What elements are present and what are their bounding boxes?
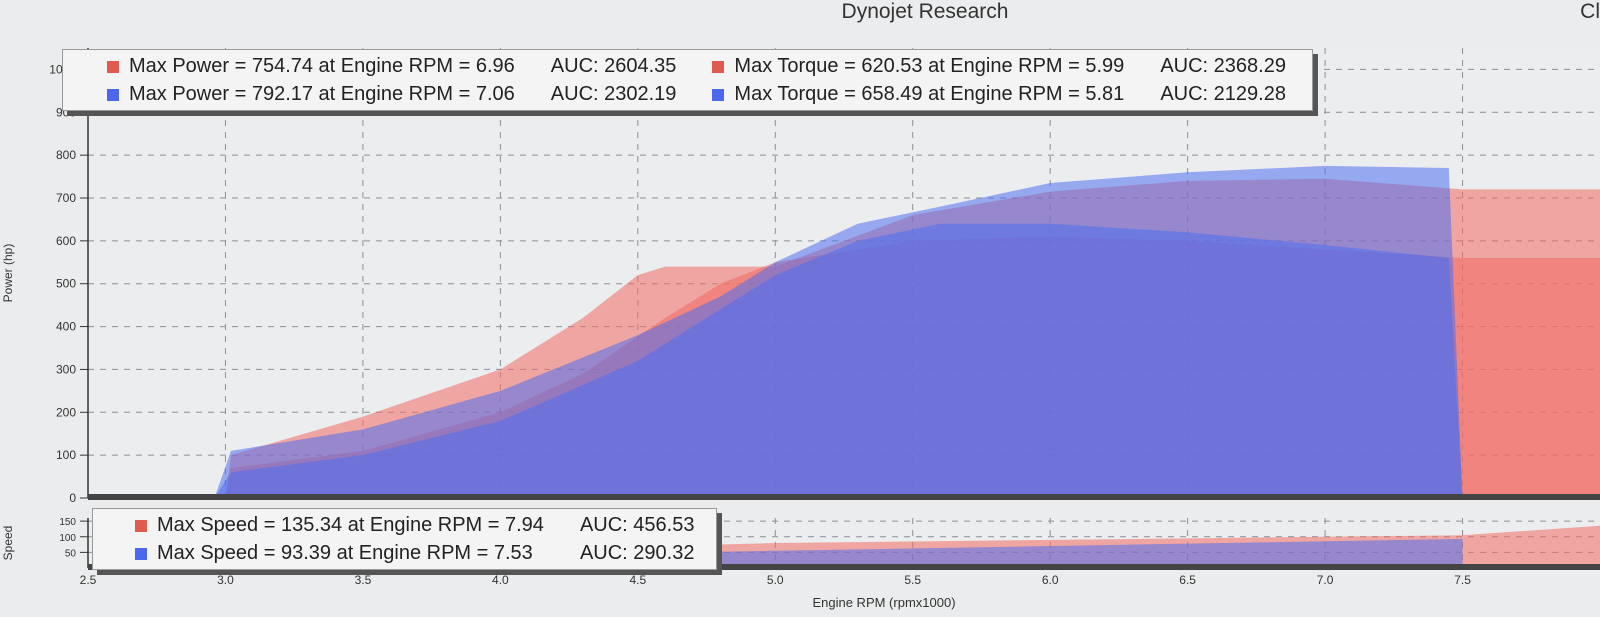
power-ytick-label: 100 — [56, 448, 76, 462]
power-ytick-label: 0 — [69, 491, 76, 505]
legend-swatch-run2 — [107, 88, 119, 101]
title-overflow-text: Cl — [1580, 0, 1600, 23]
x-tick-label: 3.0 — [217, 573, 234, 587]
legend-torque-auc-run2: AUC: 2129.28 — [1160, 83, 1286, 105]
x-tick-label: 4.0 — [492, 573, 509, 587]
power-x-axis — [88, 494, 1600, 500]
power-ytick-label: 500 — [56, 277, 76, 291]
legend-swatch-torque-run2 — [712, 88, 725, 101]
legend-torque-run1: Max Torque = 620.53 at Engine RPM = 5.99 — [734, 55, 1125, 77]
power-ytick-label: 400 — [56, 320, 76, 334]
legend-torque-auc-run1: AUC: 2368.29 — [1160, 55, 1286, 77]
speed-ylabel: Speed — [1, 526, 15, 561]
speed-swatch-run2 — [135, 547, 147, 560]
speed-ytick-label: 100 — [59, 533, 76, 544]
x-tick-label: 7.5 — [1454, 573, 1471, 587]
speed-auc-run2: AUC: 290.32 — [579, 542, 695, 564]
power-area-3 — [214, 223, 1463, 498]
legend-row-run1: Max Power = 754.74 at Engine RPM = 6.96 … — [105, 52, 1294, 80]
power-ylabel: Power (hp) — [1, 244, 15, 303]
speed-x-axis — [88, 564, 1600, 570]
x-tick-label: 4.5 — [629, 573, 646, 587]
legend-torque-run2: Max Torque = 658.49 at Engine RPM = 5.81 — [734, 83, 1125, 105]
power-ytick-label: 700 — [56, 191, 76, 205]
power-ytick-label: 600 — [56, 234, 76, 248]
speed-auc-run1: AUC: 456.53 — [579, 514, 695, 536]
speed-legend-run1: Max Speed = 135.34 at Engine RPM = 7.94 — [157, 514, 544, 536]
power-ytick-label: 800 — [56, 148, 76, 162]
speed-legend-row-run1: Max Speed = 135.34 at Engine RPM = 7.94 … — [133, 511, 702, 539]
speed-legend-row-run2: Max Speed = 93.39 at Engine RPM = 7.53 A… — [133, 539, 702, 567]
legend-swatch-run1 — [107, 60, 119, 73]
speed-legend: Max Speed = 135.34 at Engine RPM = 7.94 … — [92, 508, 718, 570]
speed-swatch-run1 — [135, 519, 147, 532]
speed-ytick-label: 50 — [65, 548, 77, 559]
speed-ytick-label: 150 — [59, 517, 76, 528]
x-tick-label: 7.0 — [1317, 573, 1334, 587]
x-axis-label: Engine RPM (rpmx1000) — [812, 595, 955, 610]
power-ytick-label: 300 — [56, 362, 76, 376]
x-tick-label: 5.5 — [904, 573, 921, 587]
legend-power-auc-run2: AUC: 2302.19 — [550, 83, 677, 105]
speed-legend-run2: Max Speed = 93.39 at Engine RPM = 7.53 — [157, 542, 533, 564]
page-title: Dynojet Research — [841, 0, 1009, 23]
x-tick-label: 3.5 — [355, 573, 372, 587]
legend-row-run2: Max Power = 792.17 at Engine RPM = 7.06 … — [105, 80, 1294, 108]
legend-swatch-torque-run1 — [712, 60, 725, 73]
x-tick-label: 6.5 — [1179, 573, 1196, 587]
x-tick-label: 2.5 — [80, 573, 97, 587]
legend-power-auc-run1: AUC: 2604.35 — [550, 55, 677, 77]
legend-power-run2: Max Power = 792.17 at Engine RPM = 7.06 — [129, 83, 515, 105]
x-tick-label: 5.0 — [767, 573, 784, 587]
legend-power-run1: Max Power = 754.74 at Engine RPM = 6.96 — [129, 55, 515, 77]
power-ytick-label: 200 — [56, 405, 76, 419]
power-legend: Max Power = 754.74 at Engine RPM = 6.96 … — [62, 49, 1313, 111]
x-tick-label: 6.0 — [1042, 573, 1059, 587]
